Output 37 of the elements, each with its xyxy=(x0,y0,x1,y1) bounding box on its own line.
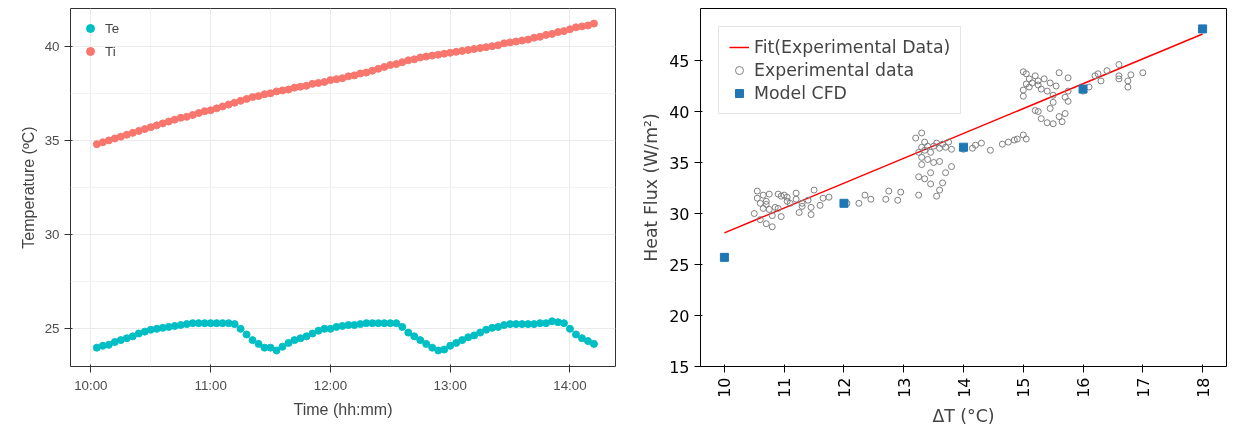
x-tick-label: 17 xyxy=(1133,377,1153,398)
y-tick-label: 40 xyxy=(44,38,60,54)
y-tick-label: 30 xyxy=(44,227,60,243)
y-tick-label: 35 xyxy=(44,132,60,148)
y-tick-label: 40 xyxy=(669,102,690,122)
y-axis-title: Temperature (ºC) xyxy=(19,126,37,249)
y-tick-label: 30 xyxy=(669,204,690,224)
x-tick-label: 18 xyxy=(1193,377,1213,398)
x-tick-label: 14:00 xyxy=(553,377,587,393)
x-tick-label: 12 xyxy=(834,377,854,398)
y-tick-label: 45 xyxy=(669,51,690,71)
point xyxy=(719,252,729,262)
y-tick-label: 15 xyxy=(669,357,690,377)
legend-label: Experimental data xyxy=(754,60,915,80)
legend-label: Te xyxy=(105,20,121,36)
y-tick-label: 20 xyxy=(669,306,690,326)
point xyxy=(839,198,849,208)
y-tick-label: 25 xyxy=(669,255,690,275)
x-tick-label: 10 xyxy=(715,377,735,398)
legend-label: Ti xyxy=(105,43,117,59)
x-tick-label: 13:00 xyxy=(433,377,467,393)
legend-label: Model CFD xyxy=(754,83,847,103)
x-tick-label: 13 xyxy=(894,377,914,398)
x-tick-label: 11:00 xyxy=(194,377,227,393)
x-tick-label: 14 xyxy=(954,377,974,398)
x-axis-title: ΔT (°C) xyxy=(932,405,995,426)
y-tick-label: 25 xyxy=(44,321,60,337)
y-tick-label: 35 xyxy=(669,153,690,173)
x-tick-label: 16 xyxy=(1074,377,1094,398)
x-tick-label: 10:00 xyxy=(74,377,108,393)
point xyxy=(1198,24,1208,34)
legend-label: Fit(Experimental Data) xyxy=(754,37,951,57)
x-axis-title: Time (hh:mm) xyxy=(293,400,393,418)
x-tick-label: 15 xyxy=(1014,377,1034,398)
x-tick-label: 11 xyxy=(775,377,795,398)
x-tick-label: 12:00 xyxy=(313,377,348,393)
y-axis-title: Heat Flux (W/m²) xyxy=(641,113,662,262)
